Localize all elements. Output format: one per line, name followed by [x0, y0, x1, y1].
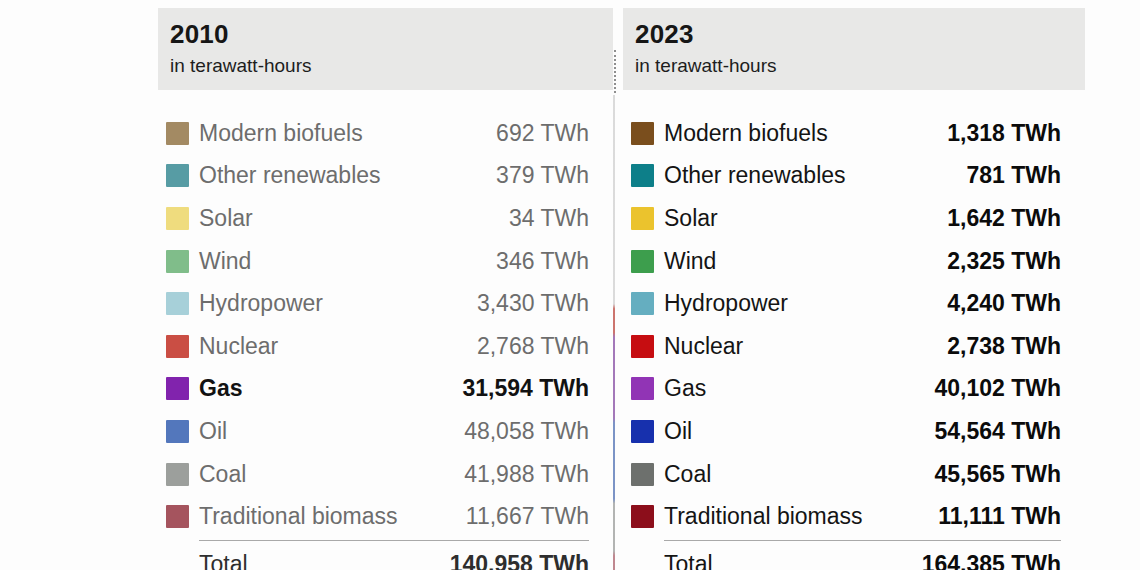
- source-value: 1,642 TWh: [947, 205, 1061, 232]
- legend-row-other-renewables: Other renewables 379 TWh: [158, 155, 613, 198]
- source-label: Gas: [199, 375, 242, 402]
- panel-2023-header: 2023 in terawatt-hours: [623, 8, 1085, 90]
- legend-row-oil: Oil 48,058 TWh: [158, 410, 613, 453]
- panel-year: 2023: [635, 19, 1073, 50]
- source-value: 2,738 TWh: [947, 333, 1061, 360]
- modern-biofuels-swatch: [631, 122, 654, 145]
- oil-swatch: [166, 420, 189, 443]
- source-label: Wind: [664, 248, 716, 275]
- traditional-biomass-swatch: [631, 505, 654, 528]
- total-label: Total: [664, 551, 713, 570]
- legend-row-coal: Coal 41,988 TWh: [158, 453, 613, 496]
- wind-swatch: [166, 250, 189, 273]
- source-label: Modern biofuels: [199, 120, 363, 147]
- traditional-biomass-swatch: [166, 505, 189, 528]
- total-label: Total: [199, 551, 248, 570]
- source-value: 54,564 TWh: [934, 418, 1061, 445]
- nuclear-swatch: [631, 335, 654, 358]
- other-renewables-swatch: [631, 164, 654, 187]
- source-label: Coal: [199, 461, 246, 488]
- source-value: 346 TWh: [496, 248, 589, 275]
- source-value: 1,318 TWh: [947, 120, 1061, 147]
- source-label: Gas: [664, 375, 706, 402]
- legend-row-hydropower: Hydropower 4,240 TWh: [623, 282, 1085, 325]
- source-value: 2,325 TWh: [947, 248, 1061, 275]
- legend-row-nuclear: Nuclear 2,738 TWh: [623, 325, 1085, 368]
- legend-list-2023: Modern biofuels 1,318 TWh Other renewabl…: [623, 112, 1085, 538]
- source-label: Nuclear: [664, 333, 743, 360]
- source-value: 3,430 TWh: [477, 290, 589, 317]
- oil-swatch: [631, 420, 654, 443]
- total-row: Total 164,385 TWh: [623, 541, 1085, 570]
- source-value: 48,058 TWh: [464, 418, 589, 445]
- source-label: Other renewables: [199, 162, 381, 189]
- gas-swatch: [166, 377, 189, 400]
- legend-list-2010: Modern biofuels 692 TWh Other renewables…: [158, 112, 613, 538]
- solar-swatch: [166, 207, 189, 230]
- hydropower-swatch: [166, 292, 189, 315]
- source-value: 11,667 TWh: [466, 503, 589, 530]
- panel-2023: 2023 in terawatt-hours Modern biofuels 1…: [623, 8, 1085, 570]
- source-value: 31,594 TWh: [462, 375, 589, 402]
- legend-row-gas: Gas 31,594 TWh: [158, 368, 613, 411]
- legend-row-modern-biofuels: Modern biofuels 1,318 TWh: [623, 112, 1085, 155]
- legend-row-wind: Wind 346 TWh: [158, 240, 613, 283]
- source-value: 4,240 TWh: [947, 290, 1061, 317]
- legend-row-hydropower: Hydropower 3,430 TWh: [158, 282, 613, 325]
- panel-subtitle: in terawatt-hours: [635, 55, 1073, 77]
- source-value: 40,102 TWh: [934, 375, 1061, 402]
- source-label: Hydropower: [664, 290, 788, 317]
- legend-row-solar: Solar 34 TWh: [158, 197, 613, 240]
- panel-2010: 2010 in terawatt-hours Modern biofuels 6…: [158, 8, 613, 570]
- source-label: Traditional biomass: [664, 503, 863, 530]
- total-value: 140,958 TWh: [450, 551, 589, 570]
- total-row: Total 140,958 TWh: [158, 541, 613, 570]
- legend-row-nuclear: Nuclear 2,768 TWh: [158, 325, 613, 368]
- other-renewables-swatch: [166, 164, 189, 187]
- panel-2010-header: 2010 in terawatt-hours: [158, 8, 613, 90]
- legend-row-wind: Wind 2,325 TWh: [623, 240, 1085, 283]
- source-value: 34 TWh: [509, 205, 589, 232]
- legend-row-solar: Solar 1,642 TWh: [623, 197, 1085, 240]
- source-label: Traditional biomass: [199, 503, 398, 530]
- source-value: 41,988 TWh: [464, 461, 589, 488]
- source-value: 11,111 TWh: [938, 503, 1061, 530]
- source-label: Wind: [199, 248, 251, 275]
- nuclear-swatch: [166, 335, 189, 358]
- source-label: Oil: [199, 418, 227, 445]
- legend-row-other-renewables: Other renewables 781 TWh: [623, 155, 1085, 198]
- modern-biofuels-swatch: [166, 122, 189, 145]
- source-label: Oil: [664, 418, 692, 445]
- energy-comparison-view: 2010 in terawatt-hours Modern biofuels 6…: [0, 0, 1140, 570]
- source-value: 692 TWh: [496, 120, 589, 147]
- gas-swatch: [631, 377, 654, 400]
- source-value: 379 TWh: [496, 162, 589, 189]
- source-label: Coal: [664, 461, 711, 488]
- source-label: Hydropower: [199, 290, 323, 317]
- source-label: Other renewables: [664, 162, 846, 189]
- source-value: 2,768 TWh: [477, 333, 589, 360]
- source-label: Solar: [199, 205, 253, 232]
- source-label: Solar: [664, 205, 718, 232]
- legend-row-traditional-biomass: Traditional biomass 11,667 TWh: [158, 495, 613, 538]
- coal-swatch: [166, 463, 189, 486]
- legend-row-oil: Oil 54,564 TWh: [623, 410, 1085, 453]
- legend-row-coal: Coal 45,565 TWh: [623, 453, 1085, 496]
- panel-subtitle: in terawatt-hours: [170, 55, 601, 77]
- legend-row-traditional-biomass: Traditional biomass 11,111 TWh: [623, 495, 1085, 538]
- solar-swatch: [631, 207, 654, 230]
- source-value: 45,565 TWh: [934, 461, 1061, 488]
- total-value: 164,385 TWh: [922, 551, 1061, 570]
- wind-swatch: [631, 250, 654, 273]
- legend-row-modern-biofuels: Modern biofuels 692 TWh: [158, 112, 613, 155]
- hydropower-swatch: [631, 292, 654, 315]
- source-value: 781 TWh: [966, 162, 1061, 189]
- legend-row-gas: Gas 40,102 TWh: [623, 368, 1085, 411]
- panel-year: 2010: [170, 19, 601, 50]
- dotted-divider-line: [614, 50, 616, 93]
- source-label: Nuclear: [199, 333, 278, 360]
- source-label: Modern biofuels: [664, 120, 828, 147]
- coal-swatch: [631, 463, 654, 486]
- stacked-bar-edge-sliver: [613, 95, 615, 570]
